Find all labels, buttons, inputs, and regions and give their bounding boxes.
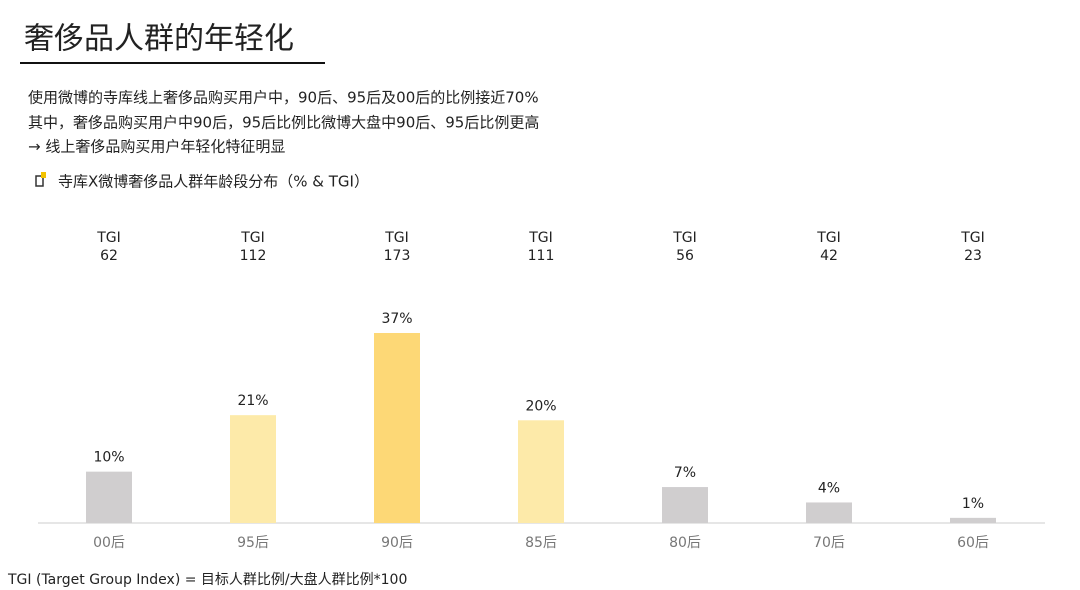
body-line: 其中，奢侈品购买用户中90后，95后比例比微博大盘中90后、95后比例更高 [28, 114, 539, 132]
bar [86, 471, 132, 523]
x-tick-label: 00后 [93, 535, 125, 551]
bar [662, 487, 708, 523]
value-label: 4% [818, 480, 840, 496]
tgi-label: TGI [96, 230, 121, 246]
tgi-value: 23 [964, 248, 982, 264]
bar [518, 420, 564, 523]
chart-icon [35, 172, 46, 187]
bar [806, 502, 852, 523]
body-line: → 线上奢侈品购买用户年轻化特征明显 [28, 138, 285, 156]
value-label: 7% [674, 465, 696, 481]
x-tick-label: 70后 [813, 535, 845, 551]
body-line: 使用微博的寺库线上奢侈品购买用户中，90后、95后及00后的比例接近70% [28, 89, 539, 107]
tgi-value: 173 [384, 248, 411, 264]
title: 奢侈品人群的年轻化 [24, 22, 294, 57]
value-label: 10% [93, 450, 124, 466]
tgi-value: 62 [100, 248, 118, 264]
tgi-value: 112 [240, 248, 267, 264]
tgi-label: TGI [240, 230, 265, 246]
bar [374, 333, 420, 523]
x-tick-label: 80后 [669, 535, 701, 551]
footnote: TGI (Target Group Index) = 目标人群比例/大盘人群比例… [7, 571, 407, 588]
value-label: 1% [962, 496, 984, 512]
value-label: 20% [525, 398, 556, 414]
x-tick-label: 60后 [957, 535, 989, 551]
x-tick-label: 85后 [525, 535, 557, 551]
tgi-value: 111 [528, 248, 555, 264]
tgi-value: 56 [676, 248, 694, 264]
tgi-label: TGI [672, 230, 697, 246]
tgi-label: TGI [816, 230, 841, 246]
x-tick-label: 95后 [237, 535, 269, 551]
value-label: 21% [237, 393, 268, 409]
tgi-value: 42 [820, 248, 838, 264]
value-label: 37% [381, 311, 412, 327]
chart-title: 寺库X微博奢侈品人群年龄段分布（% & TGI） [58, 173, 369, 191]
bar [230, 415, 276, 523]
tgi-label: TGI [528, 230, 553, 246]
tgi-label: TGI [960, 230, 985, 246]
x-tick-label: 90后 [381, 535, 413, 551]
bar [950, 517, 996, 523]
tgi-label: TGI [384, 230, 409, 246]
